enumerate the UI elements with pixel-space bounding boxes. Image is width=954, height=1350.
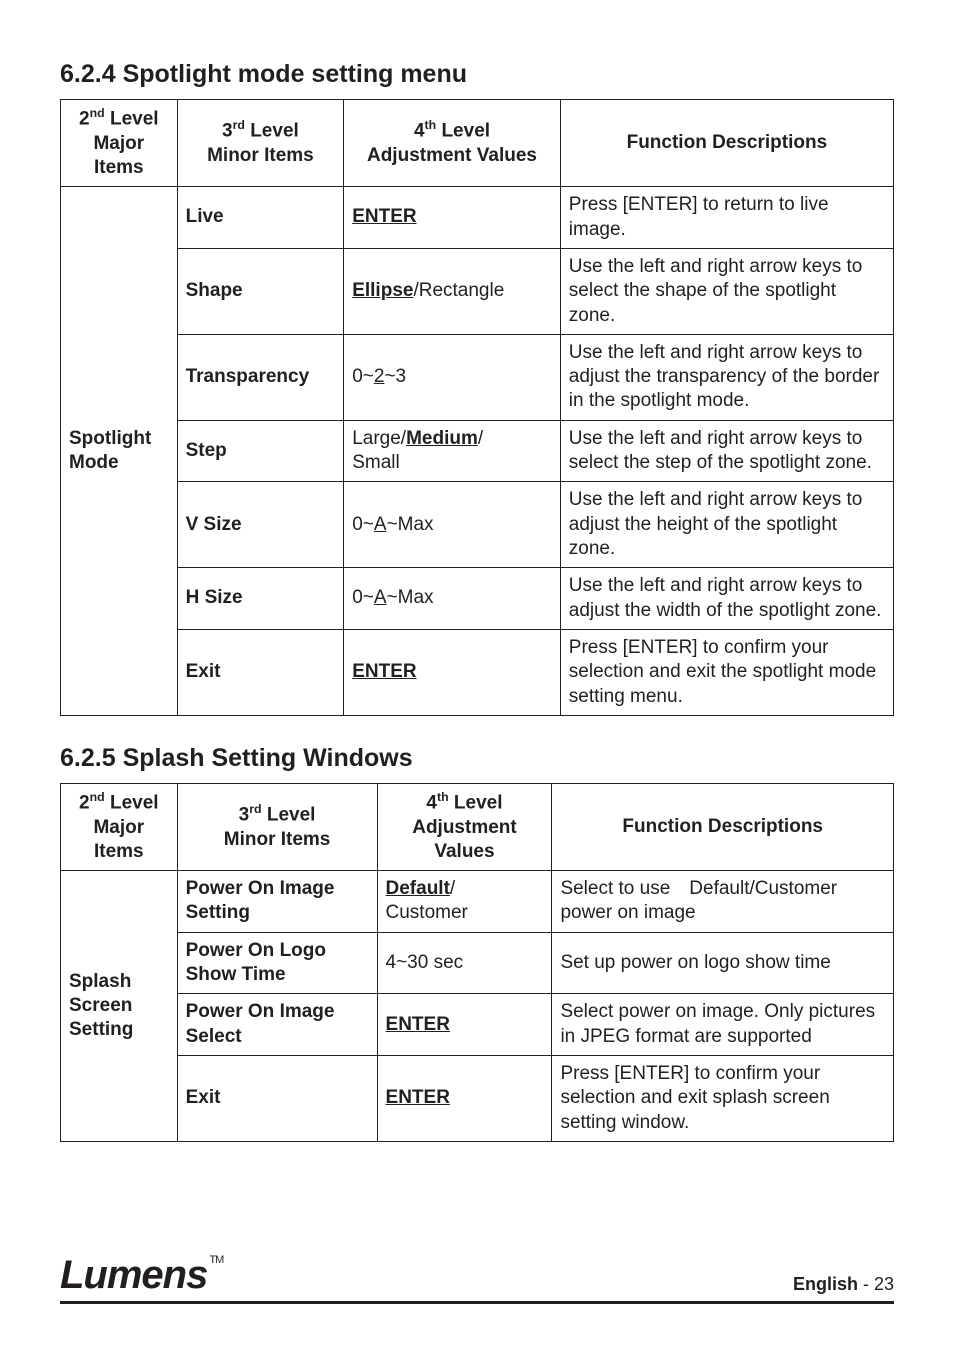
minor-item-cell: H Size <box>177 568 344 630</box>
description-cell: Select power on image. Only pictures in … <box>552 994 894 1056</box>
table-row: Transparency0~2~3Use the left and right … <box>61 334 894 420</box>
adjustment-cell: 4~30 sec <box>377 932 552 994</box>
description-cell: Use the left and right arrow keys to adj… <box>560 334 893 420</box>
minor-item-cell: Exit <box>177 629 344 715</box>
table-row: ExitENTERPress [ENTER] to confirm your s… <box>61 1056 894 1142</box>
minor-item-cell: Step <box>177 420 344 482</box>
table-header-row: 2nd LevelMajorItems3rd LevelMinor Items4… <box>61 100 894 187</box>
footer-sep: - <box>858 1274 874 1294</box>
brand-text: Lumens <box>60 1253 207 1297</box>
minor-item-cell: Live <box>177 187 344 249</box>
table-header-cell: 3rd LevelMinor Items <box>177 100 344 187</box>
page-footer: LumensTM English - 23 <box>60 1255 894 1304</box>
major-item-cell: Spotlight Mode <box>61 187 178 716</box>
table-header-cell: 4th LevelAdjustmentValues <box>377 783 552 870</box>
table-row: Power On Image SelectENTERSelect power o… <box>61 994 894 1056</box>
minor-item-cell: V Size <box>177 482 344 568</box>
table-row: H Size0~A~MaxUse the left and right arro… <box>61 568 894 630</box>
minor-item-cell: Transparency <box>177 334 344 420</box>
table-header-row: 2nd LevelMajorItems3rd LevelMinor Items4… <box>61 783 894 870</box>
page: 6.2.4 Spotlight mode setting menu 2nd Lev… <box>0 0 954 1350</box>
adjustment-cell: ENTER <box>344 187 561 249</box>
minor-item-cell: Power On Logo Show Time <box>177 932 377 994</box>
footer-right: English - 23 <box>793 1274 894 1295</box>
adjustment-cell: ENTER <box>344 629 561 715</box>
section-heading: 6.2.5 Splash Setting Windows <box>60 744 894 773</box>
adjustment-cell: ENTER <box>377 1056 552 1142</box>
adjustment-cell: 0~A~Max <box>344 482 561 568</box>
table-header-cell: Function Descriptions <box>560 100 893 187</box>
minor-item-cell: Power On Image Select <box>177 994 377 1056</box>
brand-tm: TM <box>209 1254 223 1266</box>
table-row: V Size0~A~MaxUse the left and right arro… <box>61 482 894 568</box>
description-cell: Use the left and right arrow keys to sel… <box>560 420 893 482</box>
description-cell: Use the left and right arrow keys to adj… <box>560 568 893 630</box>
section-title: Spotlight mode setting menu <box>123 60 467 88</box>
description-cell: Press [ENTER] to return to live image. <box>560 187 893 249</box>
table-header-cell: Function Descriptions <box>552 783 894 870</box>
table-header-cell: 2nd LevelMajorItems <box>61 783 178 870</box>
footer-lang: English <box>793 1274 858 1294</box>
section-heading: 6.2.4 Spotlight mode setting menu <box>60 60 894 89</box>
description-cell: Use the left and right arrow keys to adj… <box>560 482 893 568</box>
adjustment-cell: 0~A~Max <box>344 568 561 630</box>
table-row: Power On Logo Show Time4~30 secSet up po… <box>61 932 894 994</box>
adjustment-cell: Default/Customer <box>377 871 552 933</box>
sections-container: 6.2.4 Spotlight mode setting menu 2nd Lev… <box>60 60 894 1142</box>
adjustment-cell: ENTER <box>377 994 552 1056</box>
section-num: 6.2.5 <box>60 744 116 772</box>
section-title: Splash Setting Windows <box>123 744 413 772</box>
table-row: Splash Screen SettingPower On Image Sett… <box>61 871 894 933</box>
table-row: ShapeEllipse/RectangleUse the left and r… <box>61 248 894 334</box>
adjustment-cell: Ellipse/Rectangle <box>344 248 561 334</box>
adjustment-cell: 0~2~3 <box>344 334 561 420</box>
major-item-cell: Splash Screen Setting <box>61 871 178 1142</box>
table-header-cell: 2nd LevelMajorItems <box>61 100 178 187</box>
adjustment-cell: Large/Medium/Small <box>344 420 561 482</box>
settings-table: 2nd LevelMajorItems3rd LevelMinor Items4… <box>60 99 894 716</box>
minor-item-cell: Shape <box>177 248 344 334</box>
table-row: Spotlight ModeLiveENTERPress [ENTER] to … <box>61 187 894 249</box>
minor-item-cell: Power On Image Setting <box>177 871 377 933</box>
description-cell: Press [ENTER] to confirm your selection … <box>560 629 893 715</box>
section-num: 6.2.4 <box>60 60 116 88</box>
minor-item-cell: Exit <box>177 1056 377 1142</box>
description-cell: Use the left and right arrow keys to sel… <box>560 248 893 334</box>
settings-table: 2nd LevelMajorItems3rd LevelMinor Items4… <box>60 783 894 1142</box>
table-row: StepLarge/Medium/SmallUse the left and r… <box>61 420 894 482</box>
table-header-cell: 3rd LevelMinor Items <box>177 783 377 870</box>
table-row: ExitENTERPress [ENTER] to confirm your s… <box>61 629 894 715</box>
footer-page: 23 <box>874 1274 894 1294</box>
description-cell: Press [ENTER] to confirm your selection … <box>552 1056 894 1142</box>
table-header-cell: 4th LevelAdjustment Values <box>344 100 561 187</box>
description-cell: Select to use Default/Customer power on … <box>552 871 894 933</box>
brand-logo: LumensTM <box>60 1255 223 1295</box>
description-cell: Set up power on logo show time <box>552 932 894 994</box>
